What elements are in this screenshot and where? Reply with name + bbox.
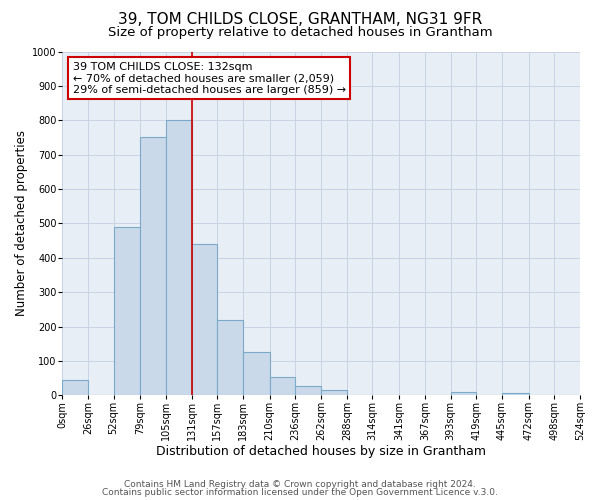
Bar	[113, 227, 140, 396]
Text: Contains public sector information licensed under the Open Government Licence v.: Contains public sector information licen…	[102, 488, 498, 497]
Bar	[166, 120, 191, 396]
Text: Size of property relative to detached houses in Grantham: Size of property relative to detached ho…	[107, 26, 493, 39]
Bar	[191, 244, 217, 396]
Bar	[502, 392, 529, 396]
Text: 39, TOM CHILDS CLOSE, GRANTHAM, NG31 9FR: 39, TOM CHILDS CLOSE, GRANTHAM, NG31 9FR	[118, 12, 482, 28]
Text: Contains HM Land Registry data © Crown copyright and database right 2024.: Contains HM Land Registry data © Crown c…	[124, 480, 476, 489]
Y-axis label: Number of detached properties: Number of detached properties	[15, 130, 28, 316]
X-axis label: Distribution of detached houses by size in Grantham: Distribution of detached houses by size …	[156, 444, 486, 458]
Bar	[140, 138, 166, 396]
Bar	[243, 352, 270, 396]
Bar	[295, 386, 321, 396]
Bar	[217, 320, 243, 396]
Bar	[451, 392, 476, 396]
Bar	[62, 380, 88, 396]
Bar	[270, 377, 295, 396]
Bar	[321, 390, 347, 396]
Text: 39 TOM CHILDS CLOSE: 132sqm
← 70% of detached houses are smaller (2,059)
29% of : 39 TOM CHILDS CLOSE: 132sqm ← 70% of det…	[73, 62, 346, 95]
